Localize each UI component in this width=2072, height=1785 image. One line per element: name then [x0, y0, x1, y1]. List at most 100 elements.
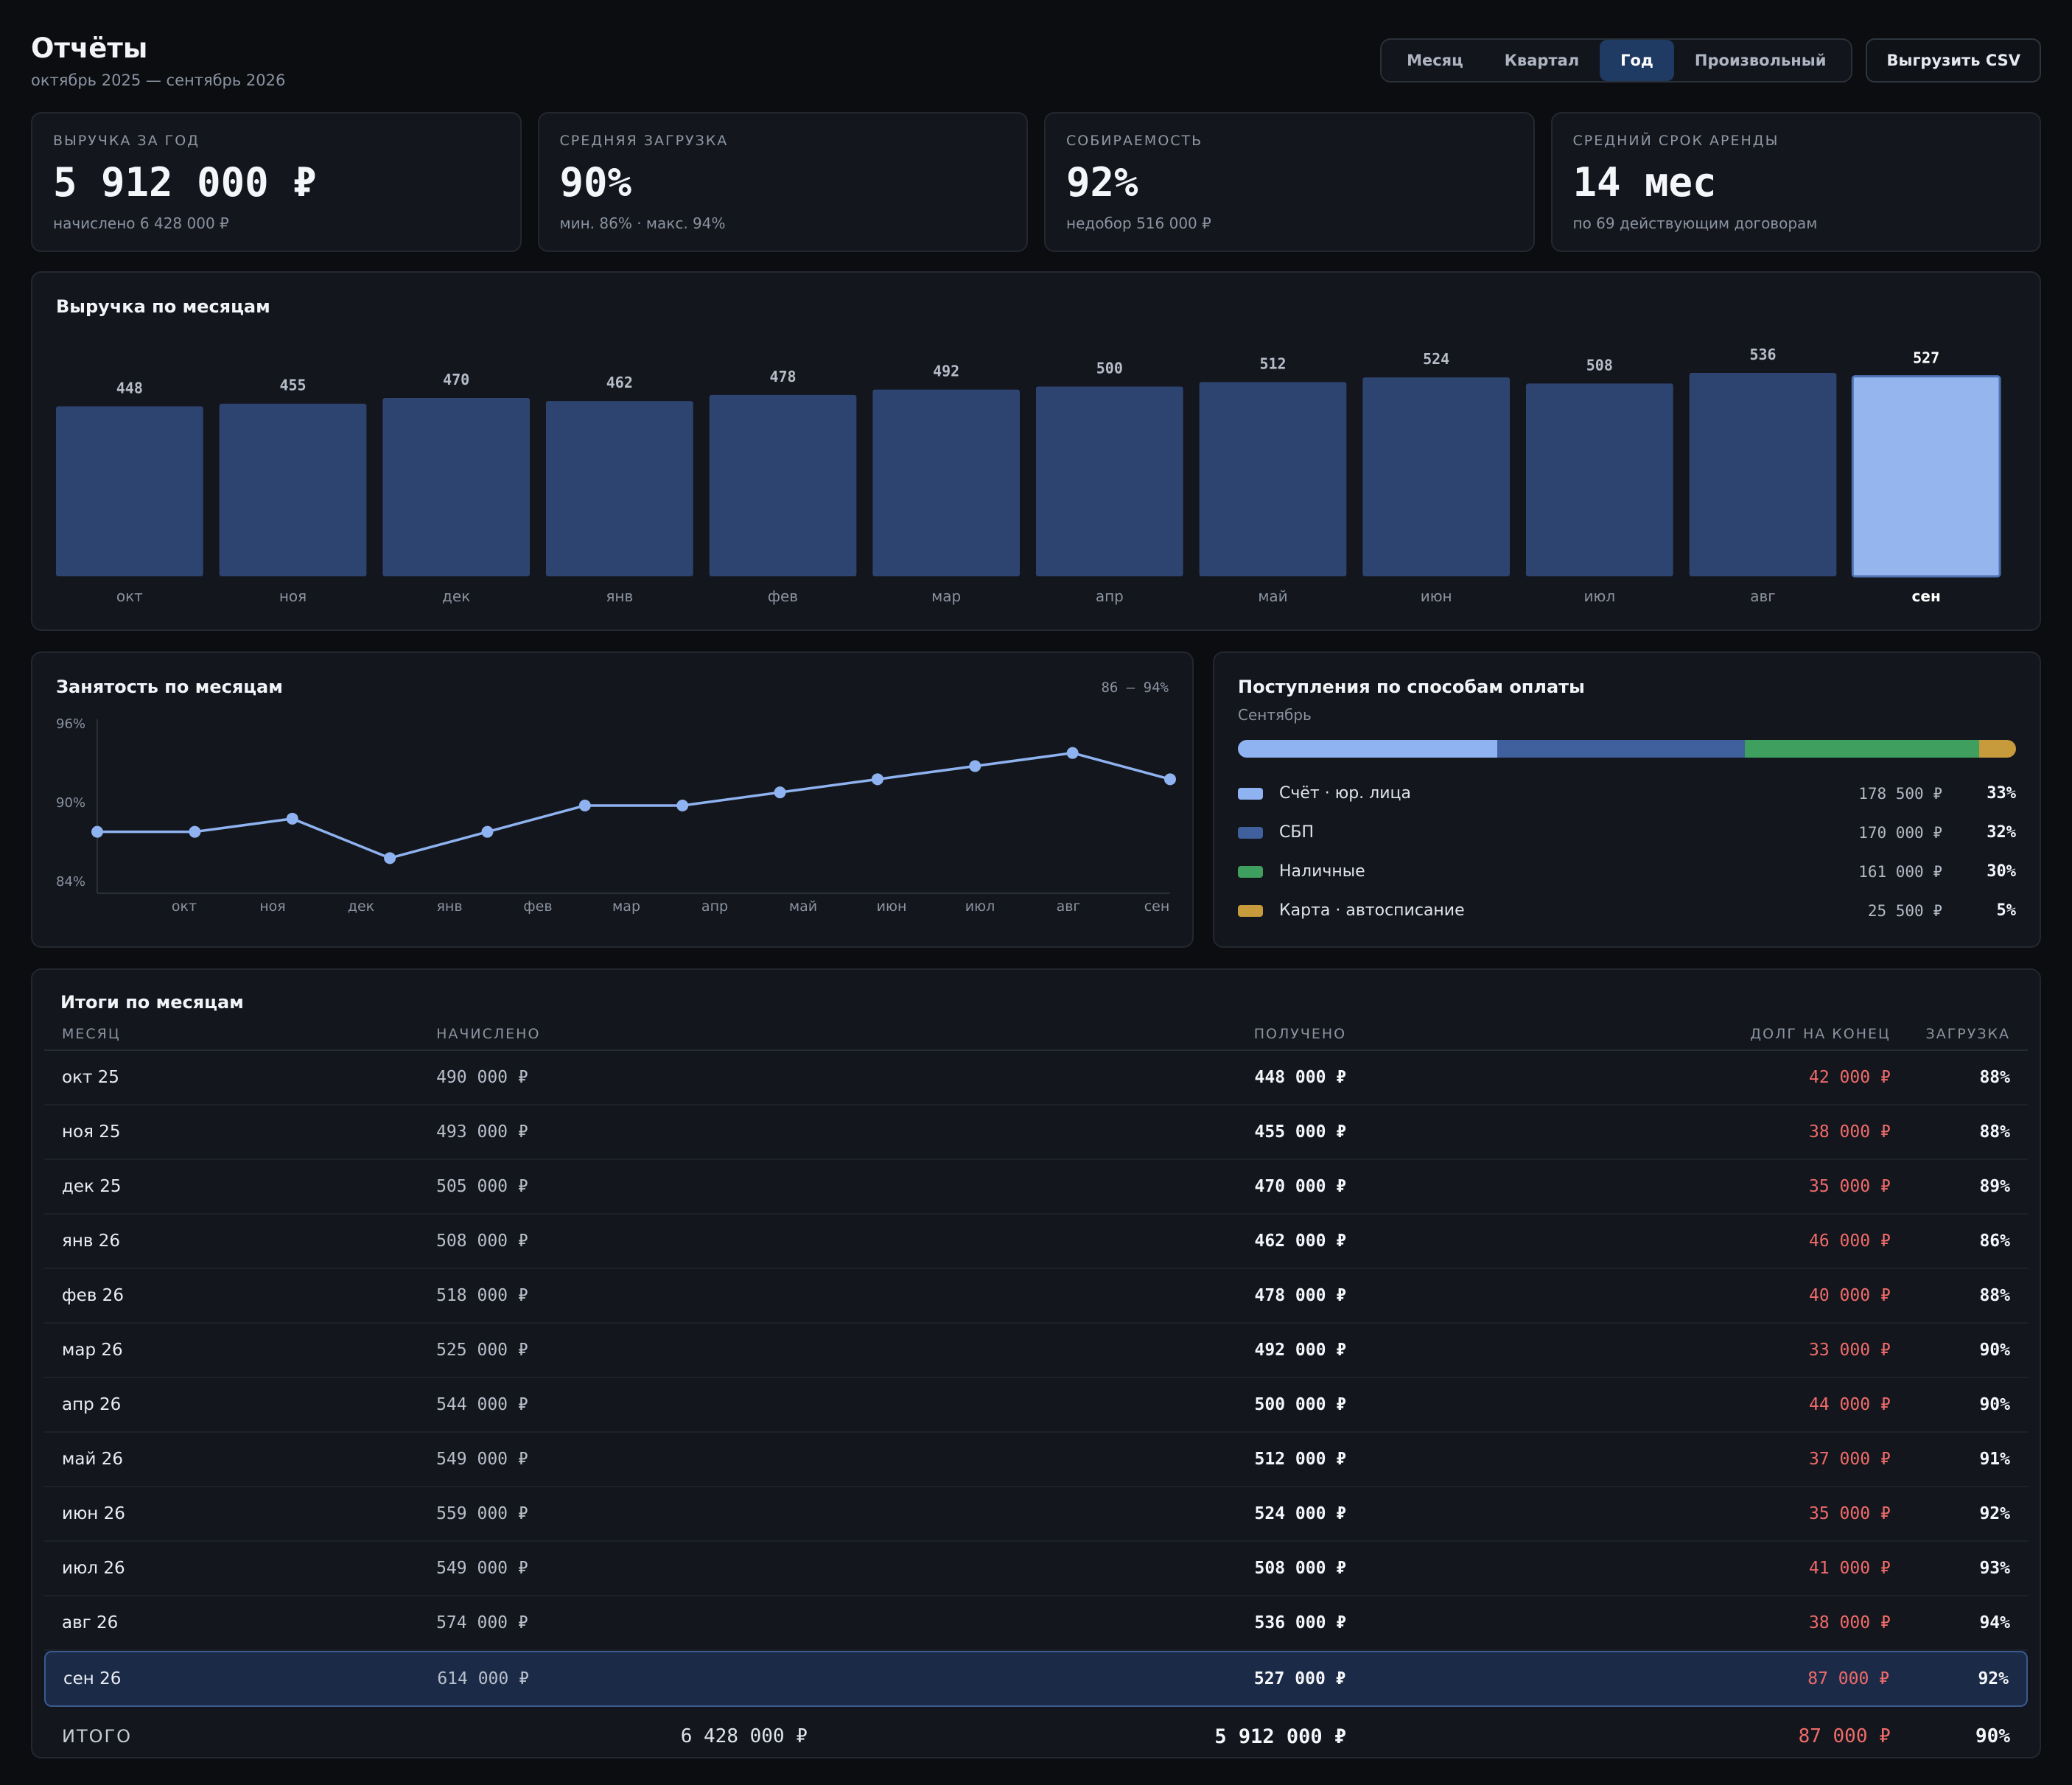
received-cell: 500 000 ₽ [1254, 1395, 1347, 1414]
table-row[interactable]: дек 25 505 000 ₽ 470 000 ₽ 35 000 ₽ 89% [44, 1160, 2028, 1215]
total-debt: 87 000 ₽ [1798, 1725, 1891, 1747]
load-cell: 90% [1979, 1341, 2010, 1360]
occupancy-point[interactable] [189, 825, 201, 838]
debt-cell: 33 000 ₽ [1809, 1341, 1891, 1360]
payment-percent: 5% [1996, 901, 2017, 920]
occupancy-point[interactable] [481, 825, 494, 838]
accrued-cell: 525 000 ₽ [436, 1341, 528, 1360]
table-row[interactable]: фев 26 518 000 ₽ 478 000 ₽ 40 000 ₽ 88% [44, 1269, 2028, 1324]
x-tick-label: июн [877, 898, 907, 915]
col-load-header[interactable]: Загрузка [1925, 1026, 2010, 1042]
debt-cell: 35 000 ₽ [1809, 1504, 1891, 1523]
total-label: итого [62, 1726, 133, 1747]
payment-row-invoice: Счёт · юр. лица 178 500 ₽ 33% [1238, 774, 2016, 813]
period-month-button[interactable]: Месяц [1407, 52, 1463, 69]
table-row[interactable]: янв 26 508 000 ₽ 462 000 ₽ 46 000 ₽ 86% [44, 1215, 2028, 1269]
col-received-header[interactable]: Получено [1253, 1026, 1347, 1042]
occupancy-point[interactable] [871, 773, 883, 786]
revenue-bar[interactable] [1526, 383, 1673, 576]
table-row[interactable]: июн 26 559 000 ₽ 524 000 ₽ 35 000 ₽ 92% [44, 1487, 2028, 1542]
revenue-bar[interactable] [1689, 373, 1837, 576]
payment-row-card: Карта · автосписание 25 500 ₽ 5% [1238, 891, 2016, 930]
debt-cell: 38 000 ₽ [1809, 1122, 1891, 1142]
x-tick-label: фев [523, 898, 552, 915]
table-row[interactable]: мар 26 525 000 ₽ 492 000 ₽ 33 000 ₽ 90% [44, 1324, 2028, 1378]
kpi-value: 5 912 000 ₽ [53, 159, 317, 206]
payment-share-segment [1744, 740, 1979, 758]
revenue-bar[interactable] [709, 394, 857, 576]
debt-cell: 46 000 ₽ [1809, 1232, 1891, 1251]
table-row[interactable]: окт 25 490 000 ₽ 448 000 ₽ 42 000 ₽ 88% [44, 1051, 2028, 1105]
occupancy-point[interactable] [1066, 747, 1079, 759]
month-cell: авг 26 [62, 1613, 119, 1632]
x-tick-label: апр [701, 898, 728, 915]
table-row[interactable]: июл 26 549 000 ₽ 508 000 ₽ 41 000 ₽ 93% [44, 1542, 2028, 1596]
occupancy-point[interactable] [676, 800, 689, 811]
export-csv-button[interactable]: Выгрузить CSV [1866, 38, 2041, 83]
bar-value-label: 470 [443, 371, 469, 388]
col-accrued-header[interactable]: Начислено [436, 1026, 541, 1042]
occupancy-point[interactable] [969, 760, 981, 772]
table-row[interactable]: май 26 549 000 ₽ 512 000 ₽ 37 000 ₽ 91% [44, 1433, 2028, 1487]
revenue-bar[interactable] [1851, 375, 2001, 578]
table-row[interactable]: апр 26 544 000 ₽ 500 000 ₽ 44 000 ₽ 90% [44, 1378, 2028, 1433]
kpi-subtext: начислено 6 428 000 ₽ [53, 214, 229, 232]
bar-value-label: 500 [1096, 360, 1123, 377]
month-cell: июн 26 [62, 1504, 125, 1523]
month-cell: апр 26 [62, 1395, 122, 1414]
occupancy-point[interactable] [286, 812, 298, 825]
revenue-bar[interactable] [219, 403, 367, 576]
occupancy-point[interactable] [578, 800, 591, 811]
received-cell: 524 000 ₽ [1254, 1504, 1347, 1523]
occupancy-point[interactable] [384, 852, 396, 864]
revenue-bar[interactable] [56, 406, 203, 576]
x-tick-label: мар [612, 898, 640, 915]
table-row[interactable]: ноя 25 493 000 ₽ 455 000 ₽ 38 000 ₽ 88% [44, 1105, 2028, 1160]
load-cell: 86% [1979, 1232, 2010, 1251]
bar-category-label: мар [931, 587, 961, 605]
col-month-header[interactable]: Месяц [62, 1026, 121, 1042]
debt-cell: 41 000 ₽ [1809, 1559, 1891, 1578]
legend-swatch [1238, 865, 1263, 878]
revenue-bar[interactable] [1036, 386, 1183, 576]
bar-category-label: дек [442, 587, 470, 605]
payments-subtitle: Сентябрь [1238, 706, 1312, 724]
load-cell: 94% [1979, 1613, 2010, 1632]
bar-category-label: фев [768, 587, 798, 605]
bar-category-label: апр [1096, 587, 1124, 605]
month-cell: мар 26 [62, 1341, 123, 1360]
period-custom-button[interactable]: Произвольный [1694, 52, 1827, 69]
col-debt-header[interactable]: Долг на конец [1750, 1026, 1891, 1042]
debt-cell: 37 000 ₽ [1809, 1450, 1891, 1469]
total-load: 90% [1975, 1725, 2010, 1747]
kpi-subtext: по 69 действующим договорам [1572, 214, 1818, 232]
bar-category-label: янв [606, 587, 633, 605]
payments-card: Поступления по способам оплаты Сентябрь … [1213, 652, 2041, 948]
y-tick-label: 90% [56, 795, 85, 811]
x-tick-label: окт [172, 898, 197, 915]
payment-method-name: СБП [1279, 823, 1314, 842]
payment-amount: 161 000 ₽ [1858, 862, 1942, 881]
bar-category-label: июл [1584, 587, 1616, 605]
occupancy-point[interactable] [1164, 773, 1176, 786]
table-row[interactable]: авг 26 574 000 ₽ 536 000 ₽ 38 000 ₽ 94% [44, 1596, 2028, 1651]
revenue-bar[interactable] [382, 397, 530, 576]
table-total-row: итого 6 428 000 ₽ 5 912 000 ₽ 87 000 ₽ 9… [44, 1707, 2028, 1757]
bar-value-label: 478 [769, 368, 796, 385]
revenue-bar[interactable] [872, 389, 1020, 576]
period-switcher: Месяц Квартал Год Произвольный [1380, 38, 1853, 83]
period-quarter-button[interactable]: Квартал [1504, 52, 1580, 69]
payment-percent: 30% [1987, 862, 2016, 881]
occupancy-point[interactable] [91, 825, 103, 838]
kpi-subtext: недобор 516 000 ₽ [1066, 214, 1211, 232]
revenue-bar[interactable] [1362, 377, 1510, 576]
payment-row-sbp: СБП 170 000 ₽ 32% [1238, 813, 2016, 852]
occupancy-point[interactable] [774, 786, 786, 799]
table-row[interactable]: сен 26 614 000 ₽ 527 000 ₽ 87 000 ₽ 92% [44, 1651, 2028, 1707]
x-tick-label: дек [348, 898, 374, 915]
period-year-button[interactable]: Год [1600, 40, 1674, 81]
kpi-revenue-card: Выручка за год 5 912 000 ₽ начислено 6 4… [31, 112, 522, 252]
revenue-bar[interactable] [546, 401, 693, 576]
revenue-bar[interactable] [1199, 382, 1347, 576]
